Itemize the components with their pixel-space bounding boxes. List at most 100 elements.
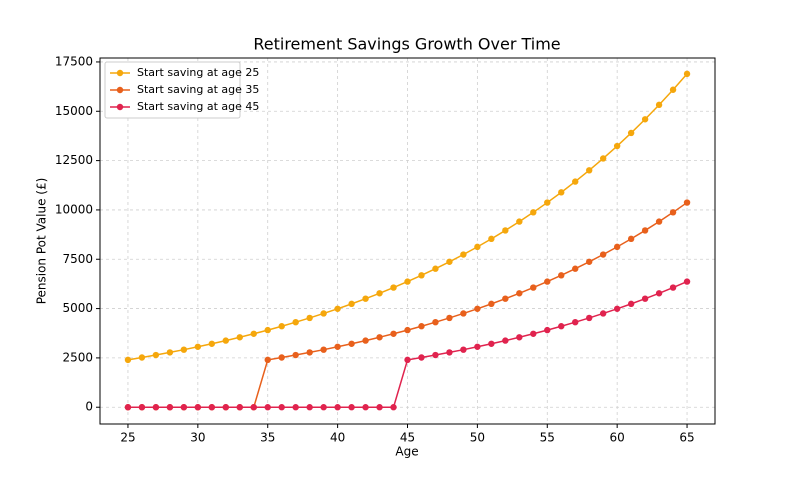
data-point bbox=[138, 404, 146, 411]
data-point bbox=[558, 189, 565, 196]
data-point bbox=[362, 404, 369, 411]
x-tick-label: 25 bbox=[120, 431, 135, 445]
data-point bbox=[362, 295, 369, 302]
data-point bbox=[641, 116, 649, 123]
x-tick-label: 35 bbox=[260, 431, 275, 445]
data-point bbox=[460, 346, 467, 353]
data-point bbox=[250, 330, 257, 337]
data-point bbox=[348, 340, 355, 347]
data-point bbox=[362, 337, 369, 344]
data-point bbox=[558, 323, 565, 330]
legend-marker bbox=[116, 103, 124, 111]
x-tick-label: 50 bbox=[470, 431, 485, 445]
data-point bbox=[683, 278, 691, 285]
data-point bbox=[586, 314, 593, 322]
x-axis-label: Age bbox=[395, 445, 418, 459]
data-point bbox=[348, 300, 355, 308]
data-point bbox=[194, 343, 202, 350]
data-point bbox=[641, 227, 649, 234]
data-point bbox=[599, 310, 607, 317]
data-point bbox=[250, 404, 257, 411]
data-point bbox=[334, 343, 341, 350]
data-point bbox=[627, 129, 635, 137]
data-point bbox=[152, 351, 160, 359]
data-point bbox=[334, 305, 341, 312]
data-point bbox=[306, 314, 313, 322]
y-tick-label: 0 bbox=[85, 400, 93, 414]
data-point bbox=[166, 404, 174, 411]
data-point bbox=[502, 337, 509, 344]
data-point bbox=[152, 404, 160, 411]
data-point bbox=[613, 142, 621, 150]
plot-frame bbox=[99, 57, 716, 425]
data-point bbox=[264, 326, 271, 334]
legend-label: Start saving at age 45 bbox=[137, 100, 259, 113]
data-point bbox=[586, 258, 593, 265]
data-point bbox=[376, 404, 383, 411]
y-tick-label: 7500 bbox=[62, 252, 93, 266]
data-point bbox=[376, 334, 383, 341]
data-point bbox=[627, 300, 635, 308]
data-point bbox=[502, 227, 509, 234]
data-point bbox=[474, 343, 481, 350]
chart-title: Retirement Savings Growth Over Time bbox=[253, 35, 560, 54]
data-point bbox=[348, 404, 355, 411]
data-point bbox=[320, 404, 327, 411]
data-point bbox=[683, 199, 691, 206]
data-point bbox=[278, 323, 285, 330]
data-point bbox=[292, 318, 299, 326]
data-point bbox=[432, 351, 439, 359]
x-tick-label: 55 bbox=[540, 431, 555, 445]
data-point bbox=[683, 70, 691, 78]
data-point bbox=[446, 314, 453, 322]
data-point bbox=[669, 284, 677, 291]
data-point bbox=[124, 404, 132, 411]
data-point bbox=[544, 199, 551, 206]
data-point bbox=[208, 340, 216, 347]
data-point bbox=[236, 404, 243, 411]
data-point bbox=[488, 235, 495, 243]
data-point bbox=[516, 290, 523, 297]
data-point bbox=[558, 272, 565, 279]
data-point bbox=[530, 284, 537, 291]
data-point bbox=[180, 404, 188, 411]
data-point bbox=[418, 323, 425, 330]
y-tick-label: 5000 bbox=[62, 301, 93, 315]
data-point bbox=[502, 295, 509, 302]
data-point bbox=[655, 218, 663, 225]
data-point bbox=[572, 178, 579, 185]
data-point bbox=[655, 101, 663, 109]
data-point bbox=[236, 334, 243, 341]
legend-label: Start saving at age 25 bbox=[137, 66, 259, 79]
data-point bbox=[320, 346, 327, 353]
data-point bbox=[474, 243, 481, 251]
data-point bbox=[669, 209, 677, 216]
data-point bbox=[460, 251, 467, 258]
data-point bbox=[544, 326, 551, 334]
data-point bbox=[655, 290, 663, 297]
x-tick-label: 40 bbox=[330, 431, 345, 445]
legend-marker bbox=[116, 69, 124, 77]
data-point bbox=[488, 300, 495, 308]
x-tick-label: 65 bbox=[679, 431, 694, 445]
data-point bbox=[460, 310, 467, 317]
data-point bbox=[627, 235, 635, 243]
data-point bbox=[222, 337, 229, 344]
data-point bbox=[292, 404, 299, 411]
data-point bbox=[124, 356, 132, 364]
x-tick-label: 30 bbox=[190, 431, 205, 445]
y-tick-label: 2500 bbox=[62, 350, 93, 364]
data-point bbox=[516, 218, 523, 225]
data-point bbox=[306, 349, 313, 356]
data-point bbox=[432, 318, 439, 326]
data-point bbox=[474, 305, 481, 312]
data-point bbox=[404, 278, 411, 285]
data-point bbox=[488, 340, 495, 347]
data-point bbox=[418, 272, 425, 279]
data-point bbox=[334, 404, 341, 411]
data-point bbox=[586, 167, 593, 174]
data-point bbox=[641, 295, 649, 302]
data-point bbox=[166, 349, 174, 356]
legend-box bbox=[104, 61, 241, 119]
